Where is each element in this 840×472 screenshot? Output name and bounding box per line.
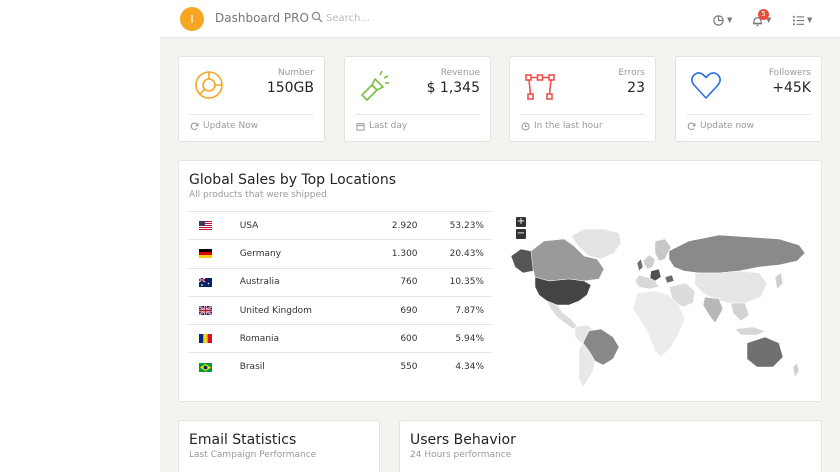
- stat-footer-link[interactable]: Update now: [687, 121, 754, 131]
- stat-footer-text: In the last hour: [534, 121, 603, 131]
- caret-down-icon: ▼: [766, 16, 772, 24]
- global-sales-card: Global Sales by Top Locations All produc…: [178, 160, 822, 402]
- sales-percent: 5.94%: [417, 324, 492, 353]
- sales-percent: 20.43%: [417, 239, 492, 269]
- stats-menu-button[interactable]: ▼: [712, 12, 732, 28]
- divider: [355, 114, 480, 115]
- table-row: Romania 600 5.94%: [188, 324, 492, 353]
- stat-card-number: Number 150GB Update Now: [178, 56, 325, 142]
- country-name: Brasil: [239, 352, 354, 382]
- chart-icon: [713, 14, 724, 26]
- caret-down-icon: ▼: [727, 16, 733, 24]
- card-subtitle: All products that were shipped: [189, 190, 327, 200]
- sales-percent: 10.35%: [417, 267, 492, 297]
- stat-card-followers: Followers +45K Update now: [675, 56, 822, 142]
- map-zoom-in-button[interactable]: +: [516, 216, 526, 227]
- navbar-brand[interactable]: Dashboard PRO: [215, 11, 309, 25]
- refresh-icon: [190, 122, 199, 130]
- sales-table: USA 2.920 53.23% Germany 1.300 20.43% Au…: [188, 210, 492, 382]
- search-input[interactable]: [326, 9, 486, 27]
- refresh-icon: [687, 122, 696, 130]
- caret-down-icon: ▼: [807, 16, 813, 24]
- card-title: Global Sales by Top Locations: [189, 172, 397, 188]
- sales-percent: 4.34%: [417, 352, 492, 382]
- stat-value: 23: [627, 80, 645, 96]
- bell-icon: [752, 16, 763, 26]
- sales-value: 2.920: [353, 210, 418, 240]
- vector-nodes-icon: [525, 74, 555, 100]
- card-title: Email Statistics: [189, 432, 297, 448]
- card-subtitle: Last Campaign Performance: [189, 450, 317, 460]
- sales-value: 1.300: [353, 239, 418, 269]
- notifications-button[interactable]: 5 ▼: [751, 8, 772, 28]
- country-name: Germany: [239, 239, 354, 269]
- stat-value: +45K: [772, 80, 811, 96]
- card-subtitle: 24 Hours performance: [410, 450, 512, 460]
- stat-card-revenue: Revenue $ 1,345 Last day: [344, 56, 491, 142]
- list-menu-button[interactable]: ▼: [792, 12, 812, 28]
- stat-footer-link[interactable]: Last day: [356, 121, 407, 131]
- stat-footer-text: Last day: [369, 121, 408, 131]
- search-icon: [311, 11, 323, 23]
- sales-value: 690: [353, 295, 418, 325]
- world-map[interactable]: + −: [509, 211, 814, 391]
- table-row: United Kingdom 690 7.87%: [188, 295, 492, 325]
- brazil-flag-icon: [199, 362, 212, 372]
- clock-icon: [521, 121, 530, 131]
- logo-letter: I: [190, 12, 194, 26]
- germany-flag-icon: [199, 249, 212, 259]
- country-name: USA: [239, 210, 354, 240]
- stat-label: Number: [277, 68, 314, 78]
- stat-label: Errors: [618, 68, 645, 78]
- stat-footer-text: Update Now: [203, 121, 259, 131]
- divider: [520, 114, 645, 115]
- card-title: Users Behavior: [410, 432, 516, 448]
- top-navbar: I Dashboard PRO ▼ 5 ▼ ▼: [160, 0, 840, 38]
- sales-percent: 53.23%: [417, 210, 492, 240]
- list-icon: [792, 15, 805, 25]
- logo-badge[interactable]: I: [180, 7, 204, 31]
- country-name: Australia: [239, 267, 354, 297]
- australia-flag-icon: [199, 277, 212, 287]
- stat-label: Followers: [768, 68, 811, 78]
- calendar-icon: [356, 122, 365, 131]
- email-statistics-card: Email Statistics Last Campaign Performan…: [178, 420, 380, 472]
- stat-card-errors: Errors 23 In the last hour: [509, 56, 656, 142]
- pie-chart-icon: [195, 71, 223, 99]
- table-row: USA 2.920 53.23%: [188, 210, 492, 240]
- heart-icon: [691, 72, 721, 99]
- divider: [686, 114, 811, 115]
- map-zoom-out-button[interactable]: −: [516, 228, 526, 239]
- sales-value: 760: [353, 267, 418, 297]
- flashlight-icon: [361, 70, 389, 101]
- table-row: Germany 1.300 20.43%: [188, 239, 492, 269]
- sales-percent: 7.87%: [417, 295, 492, 325]
- sales-value: 600: [353, 324, 418, 353]
- world-map-svg: [510, 228, 806, 388]
- stat-value: 150GB: [266, 80, 314, 96]
- country-name: United Kingdom: [239, 295, 354, 325]
- sales-value: 550: [353, 352, 418, 382]
- country-name: Romania: [239, 324, 354, 353]
- table-row: Australia 760 10.35%: [188, 267, 492, 297]
- users-behavior-card: Users Behavior 24 Hours performance: [399, 420, 822, 472]
- stat-footer-text: Update now: [700, 121, 755, 131]
- notification-badge: 5: [758, 8, 769, 20]
- uk-flag-icon: [199, 306, 212, 316]
- table-row: Brasil 550 4.34%: [188, 352, 492, 382]
- stat-footer-link[interactable]: In the last hour: [521, 121, 603, 131]
- romania-flag-icon: [199, 334, 212, 344]
- stat-value: $ 1,345: [426, 80, 480, 96]
- usa-flag-icon: [199, 221, 212, 231]
- sidebar: [0, 0, 160, 472]
- stat-footer-link[interactable]: Update Now: [190, 121, 258, 131]
- divider: [189, 114, 314, 115]
- stat-label: Revenue: [440, 68, 480, 78]
